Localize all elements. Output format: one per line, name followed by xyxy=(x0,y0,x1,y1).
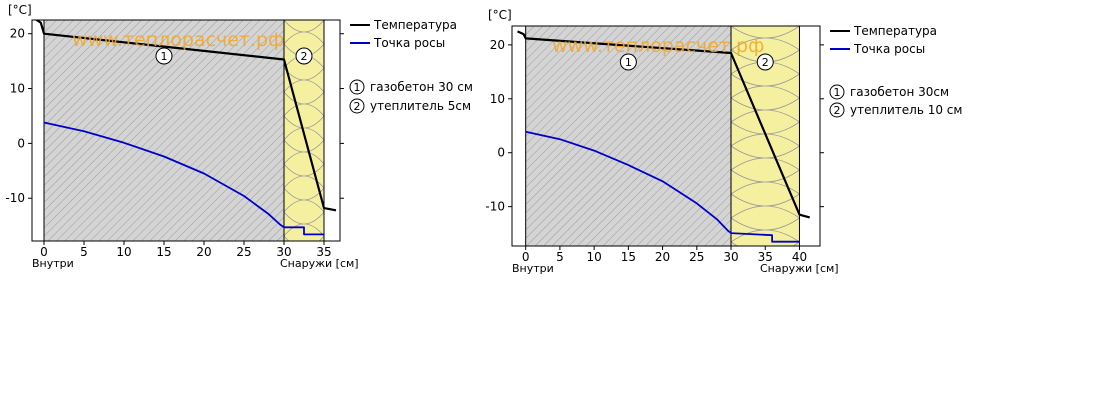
x-tick-label: 0 xyxy=(522,250,530,264)
legend: Температура Точка росы 1 газобетон 30 см… xyxy=(349,18,473,114)
x-label-outside: Снаружи [см] xyxy=(760,262,839,275)
y-axis-unit-label: [°C] xyxy=(8,3,32,17)
chart-panel-1: [°C] Внутри Снаружи [см] www.теплорасчет… xyxy=(5,3,473,270)
layer-1-number: 1 xyxy=(161,50,168,63)
y-tick-label: 10 xyxy=(490,92,505,106)
y-tick-label: 20 xyxy=(10,27,25,41)
legend-label-dewpoint: Точка росы xyxy=(373,36,445,50)
layer-1-marker xyxy=(619,53,637,71)
x-tick-label: 5 xyxy=(556,250,564,264)
series-temperature-line xyxy=(34,20,337,212)
legend-layer-1-marker xyxy=(349,79,365,95)
y-tick-label: -10 xyxy=(5,191,25,205)
plot-area xyxy=(34,20,337,241)
x-tick-label: 35 xyxy=(758,250,773,264)
x-label-inside: Внутри xyxy=(512,262,554,275)
x-tick-label: 30 xyxy=(276,245,291,259)
legend-layer-2-number: 2 xyxy=(834,104,841,117)
layer-1-number: 1 xyxy=(625,56,632,69)
series-temperature-line xyxy=(517,30,810,219)
y-tick-label: -10 xyxy=(485,200,505,214)
x-tick-label: 15 xyxy=(621,250,636,264)
x-tick-label: 35 xyxy=(316,245,331,259)
plot-frame xyxy=(31,19,341,242)
y-tick-label: 0 xyxy=(497,146,505,160)
series-dewpoint-line xyxy=(525,130,800,243)
legend-label-temperature: Температура xyxy=(373,18,457,32)
plot-frame xyxy=(511,25,821,247)
x-tick-label: 0 xyxy=(40,245,48,259)
layer-1-marker xyxy=(155,47,173,65)
x-tick-label: 40 xyxy=(792,250,807,264)
legend: Температура Точка росы 1 газобетон 30см … xyxy=(829,24,962,118)
legend-layer-2-label: утеплитель 10 см xyxy=(850,103,962,117)
y-tick-label: 0 xyxy=(17,136,25,150)
watermark: www.теплорасчет.рф xyxy=(72,29,284,51)
layer-2-marker xyxy=(756,53,774,71)
x-tick-label: 30 xyxy=(723,250,738,264)
series-dewpoint-line xyxy=(43,121,324,236)
watermark: www.теплорасчет.рф xyxy=(552,35,764,57)
x-label-outside: Снаружи [см] xyxy=(280,257,359,270)
legend-label-temperature: Температура xyxy=(853,24,937,38)
y-tick-label: 20 xyxy=(490,38,505,52)
x-tick-label: 20 xyxy=(655,250,670,264)
chart-panel-2: [°C] Внутри Снаружи [см] www.теплорасчет… xyxy=(485,8,962,275)
x-label-inside: Внутри xyxy=(32,257,74,270)
legend-layer-2-number: 2 xyxy=(354,100,361,113)
layer-2-number: 2 xyxy=(301,50,308,63)
layer-2-marker xyxy=(295,47,313,65)
legend-layer-1-number: 1 xyxy=(354,81,361,94)
legend-layer-1-label: газобетон 30 см xyxy=(370,80,473,94)
legend-label-dewpoint: Точка росы xyxy=(853,42,925,56)
legend-layer-1-label: газобетон 30см xyxy=(850,85,949,99)
y-tick-label: 10 xyxy=(10,82,25,96)
y-axis-unit-label: [°C] xyxy=(488,8,512,22)
legend-layer-2-marker xyxy=(349,98,365,114)
x-tick-label: 5 xyxy=(80,245,88,259)
x-tick-label: 15 xyxy=(156,245,171,259)
legend-layer-1-marker xyxy=(829,84,845,100)
x-tick-label: 10 xyxy=(116,245,131,259)
layer-2-number: 2 xyxy=(762,56,769,69)
legend-layer-2-label: утеплитель 5см xyxy=(370,99,471,113)
legend-layer-1-number: 1 xyxy=(834,86,841,99)
x-tick-label: 25 xyxy=(689,250,704,264)
x-tick-label: 10 xyxy=(586,250,601,264)
legend-layer-2-marker xyxy=(829,102,845,118)
x-tick-label: 20 xyxy=(196,245,211,259)
x-tick-label: 25 xyxy=(236,245,251,259)
